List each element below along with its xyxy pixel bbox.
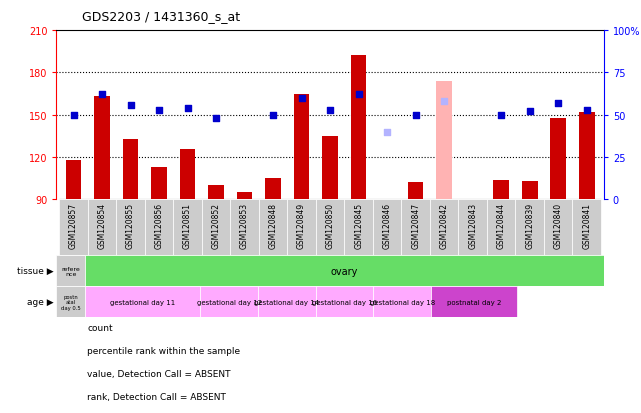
Text: gestational day 16: gestational day 16: [312, 299, 377, 305]
Text: GSM120841: GSM120841: [582, 203, 591, 249]
Point: [496, 112, 506, 119]
Bar: [259, 200, 287, 256]
Bar: [208, 186, 224, 200]
Bar: [265, 179, 281, 200]
Bar: [437, 82, 452, 200]
Point: [97, 92, 107, 98]
Bar: [65, 161, 81, 200]
Bar: [494, 180, 509, 200]
Point: [410, 112, 420, 119]
Bar: [88, 200, 116, 256]
Bar: [430, 200, 458, 256]
Point: [183, 105, 193, 112]
Text: GSM120853: GSM120853: [240, 203, 249, 249]
Point: [553, 100, 563, 107]
Text: gestational day 11: gestational day 11: [110, 299, 176, 305]
Text: GSM120850: GSM120850: [326, 203, 335, 249]
Bar: [116, 200, 145, 256]
Point: [297, 95, 307, 102]
Bar: [179, 149, 196, 200]
Point: [439, 99, 449, 105]
Point: [524, 109, 535, 115]
Bar: [572, 200, 601, 256]
Bar: [151, 168, 167, 200]
Point: [268, 112, 278, 119]
Text: postn
atal
day 0.5: postn atal day 0.5: [61, 294, 81, 310]
Text: GSM120851: GSM120851: [183, 203, 192, 249]
Bar: [379, 200, 395, 203]
Text: GSM120849: GSM120849: [297, 203, 306, 249]
Text: GSM120842: GSM120842: [440, 203, 449, 249]
Bar: [287, 200, 316, 256]
Bar: [56, 256, 85, 287]
Bar: [401, 200, 430, 256]
Text: GSM120857: GSM120857: [69, 203, 78, 249]
Bar: [458, 200, 487, 256]
Text: age ▶: age ▶: [26, 298, 53, 306]
Text: GSM120843: GSM120843: [468, 203, 477, 249]
Text: refere
nce: refere nce: [62, 266, 80, 276]
Bar: [59, 200, 88, 256]
Text: GSM120852: GSM120852: [212, 203, 221, 249]
Bar: [230, 200, 259, 256]
Point: [382, 129, 392, 135]
Bar: [122, 139, 138, 200]
Text: gestational day 18: gestational day 18: [369, 299, 435, 305]
Bar: [551, 118, 566, 200]
Text: GSM120845: GSM120845: [354, 203, 363, 249]
Text: GSM120844: GSM120844: [497, 203, 506, 249]
Point: [353, 92, 363, 98]
Bar: [351, 56, 367, 200]
Bar: [201, 287, 258, 318]
Text: GSM120855: GSM120855: [126, 203, 135, 249]
Bar: [258, 287, 316, 318]
Text: GSM120847: GSM120847: [411, 203, 420, 249]
Bar: [344, 200, 373, 256]
Text: GSM120846: GSM120846: [383, 203, 392, 249]
Bar: [408, 183, 424, 200]
Bar: [202, 200, 230, 256]
Bar: [85, 287, 201, 318]
Text: gestational day 12: gestational day 12: [197, 299, 262, 305]
Bar: [465, 200, 481, 204]
Bar: [56, 287, 85, 318]
Text: percentile rank within the sample: percentile rank within the sample: [87, 346, 240, 355]
Bar: [431, 287, 517, 318]
Point: [126, 102, 136, 109]
Text: postnatal day 2: postnatal day 2: [447, 299, 501, 305]
Bar: [316, 200, 344, 256]
Bar: [173, 200, 202, 256]
Text: rank, Detection Call = ABSENT: rank, Detection Call = ABSENT: [87, 392, 226, 401]
Bar: [316, 287, 373, 318]
Point: [325, 107, 335, 114]
Text: GDS2203 / 1431360_s_at: GDS2203 / 1431360_s_at: [82, 10, 240, 23]
Point: [581, 107, 592, 114]
Text: GSM120839: GSM120839: [525, 203, 534, 249]
Point: [211, 116, 221, 122]
Bar: [544, 200, 572, 256]
Text: count: count: [87, 323, 113, 332]
Bar: [322, 137, 338, 200]
Text: gestational day 14: gestational day 14: [254, 299, 319, 305]
Bar: [487, 200, 515, 256]
Text: GSM120840: GSM120840: [554, 203, 563, 249]
Bar: [94, 97, 110, 200]
Text: tissue ▶: tissue ▶: [17, 267, 53, 275]
Bar: [373, 287, 431, 318]
Bar: [294, 94, 310, 200]
Bar: [373, 200, 401, 256]
Bar: [579, 113, 595, 200]
Bar: [515, 200, 544, 256]
Bar: [145, 200, 173, 256]
Bar: [237, 193, 253, 200]
Text: ovary: ovary: [331, 266, 358, 276]
Bar: [522, 182, 538, 200]
Point: [69, 112, 79, 119]
Point: [154, 107, 164, 114]
Text: GSM120848: GSM120848: [269, 203, 278, 249]
Text: GSM120856: GSM120856: [154, 203, 163, 249]
Text: value, Detection Call = ABSENT: value, Detection Call = ABSENT: [87, 369, 231, 378]
Text: GSM120854: GSM120854: [97, 203, 106, 249]
